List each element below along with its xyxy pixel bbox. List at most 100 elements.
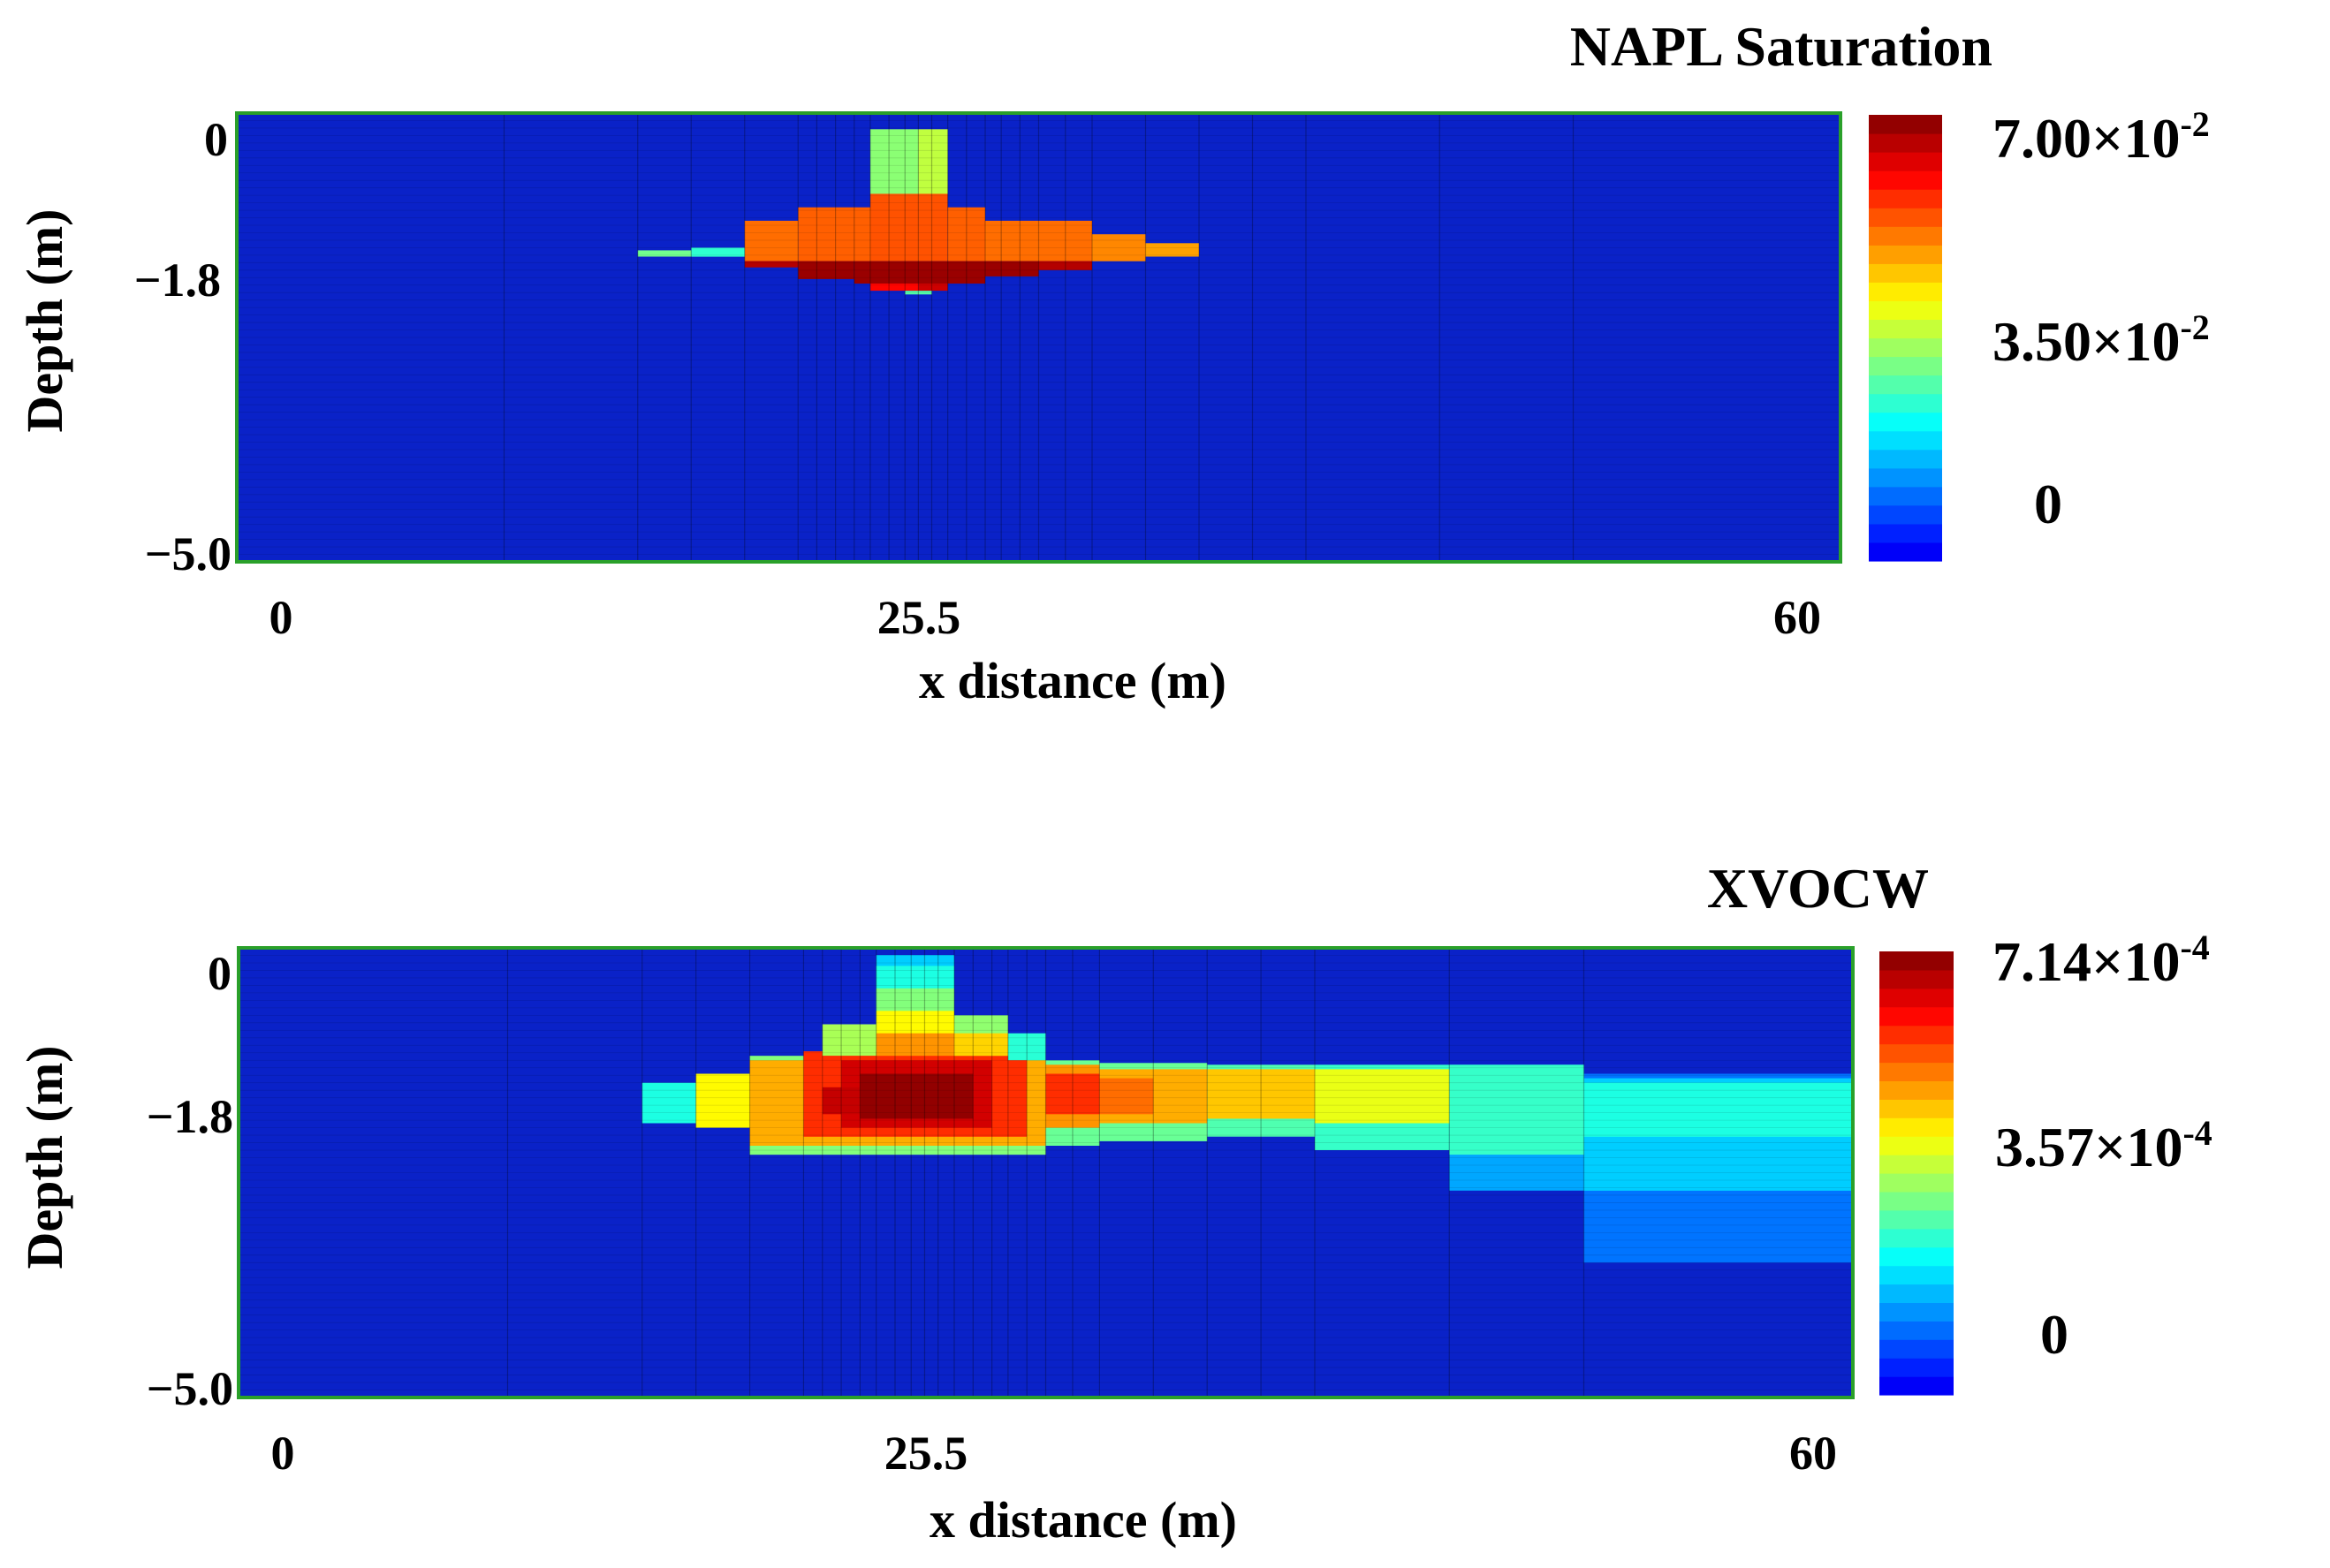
colorbar-band (1879, 988, 1954, 1008)
colorbar-band (1879, 1284, 1954, 1303)
colorbar: 7.14×10-4 3.57×10-4 0 (1879, 928, 2212, 1396)
heatmap-area (237, 946, 1855, 1399)
heatmap-cell (641, 1082, 696, 1124)
colorbar-band (1869, 133, 1942, 153)
heatmap-cell (798, 261, 854, 279)
colorbar-band (1879, 1099, 1954, 1118)
heatmap-cell (985, 220, 1092, 261)
colorbar-band (1869, 115, 1942, 134)
heatmap-cell (798, 207, 870, 261)
y-tick-label: 0 (208, 947, 231, 1000)
x-tick-label: 0 (269, 591, 293, 644)
colorbar-band (1879, 1117, 1954, 1137)
colorbar-band (1879, 1006, 1954, 1026)
colorbar-band (1869, 245, 1942, 264)
heatmap-cell (1207, 1069, 1315, 1119)
x-axis-label: x distance (m) (919, 652, 1226, 709)
colorbar-band (1869, 282, 1942, 301)
colorbar-band (1869, 486, 1942, 506)
x-tick-label: 25.5 (884, 1427, 968, 1480)
heatmap-cell (1145, 243, 1199, 257)
heatmap-cell (918, 284, 948, 292)
colorbar-band (1869, 300, 1942, 320)
colorbar-band (1879, 969, 1954, 989)
heatmap-cell (876, 1033, 954, 1057)
colorbar-band (1869, 542, 1942, 562)
heatmap-cell (822, 1087, 861, 1115)
heatmap-cell (1092, 234, 1146, 261)
colorbar-tick-label: 7.00×10-2 (1992, 104, 2210, 170)
colorbar-steps (1879, 951, 1954, 1396)
y-axis-label: Depth (m) (16, 209, 73, 433)
colorbar-band (1869, 430, 1942, 451)
colorbar-band (1869, 356, 1942, 376)
colorbar-band (1869, 375, 1942, 395)
heatmap-cell (744, 220, 799, 261)
heatmap-cell (691, 247, 745, 257)
y-tick-label: −1.8 (134, 254, 221, 307)
y-tick-label: −1.8 (147, 1090, 233, 1143)
colorbar-band (1879, 1155, 1954, 1174)
panel-xvocw: XVOCW 0 −1.8 −5.0 0 25.5 60 x distance (… (16, 857, 2212, 1549)
y-tick-label: −5.0 (145, 527, 231, 580)
colorbar-band (1869, 337, 1942, 358)
colorbar-band (1869, 523, 1942, 543)
x-tick-label: 25.5 (877, 591, 961, 644)
heatmap-cell (947, 207, 985, 261)
colorbar-band (1879, 1265, 1954, 1285)
colorbar-tick-label: 7.14×10-4 (1992, 928, 2210, 993)
colorbar-band (1879, 1376, 1954, 1396)
heatmap-cell (1449, 1064, 1584, 1155)
colorbar-band (1879, 1321, 1954, 1340)
colorbar-band (1879, 951, 1954, 971)
colorbar-band (1879, 1191, 1954, 1211)
colorbar-band (1879, 1228, 1954, 1248)
heatmap-cell (1583, 1082, 1853, 1137)
heatmap-cell (954, 1033, 1008, 1057)
colorbar-band (1869, 412, 1942, 432)
colorbar-band (1869, 504, 1942, 525)
colorbar-band (1869, 449, 1942, 469)
x-axis-label: x distance (m) (930, 1491, 1237, 1549)
heatmap-cell (985, 261, 1039, 276)
colorbar-tick-label: 3.50×10-2 (1992, 307, 2210, 373)
colorbar-band (1879, 1173, 1954, 1193)
colorbar-band (1879, 1358, 1954, 1377)
y-axis-ticks: 0 −1.8 −5.0 (134, 113, 231, 580)
x-tick-label: 60 (1773, 591, 1821, 644)
colorbar: 7.00×10-2 3.50×10-2 0 (1869, 104, 2210, 562)
heatmap-cell (860, 1073, 974, 1119)
colorbar-band (1869, 226, 1942, 246)
heatmap-cell (905, 291, 932, 295)
colorbar-band (1869, 208, 1942, 227)
colorbar-band (1869, 393, 1942, 413)
heatmap-cell (822, 1024, 877, 1057)
colorbar-band (1879, 1209, 1954, 1230)
colorbar-band (1879, 1025, 1954, 1045)
heatmap-cell (1099, 1078, 1154, 1115)
colorbar-tick-label: 0 (2040, 1303, 2068, 1366)
x-axis-ticks: 0 25.5 60 (271, 1427, 1838, 1480)
colorbar-band (1869, 467, 1942, 488)
mesh-gridlines (237, 113, 1840, 562)
colorbar-tick-label: 3.57×10-4 (1995, 1113, 2212, 1178)
colorbar-steps (1869, 115, 1942, 562)
colorbar-band (1879, 1339, 1954, 1359)
colorbar-band (1879, 1302, 1954, 1322)
heatmap-cell (1315, 1069, 1450, 1124)
heatmap-cell (854, 261, 985, 284)
colorbar-band (1869, 152, 1942, 171)
mesh-gridlines (239, 948, 1853, 1398)
heatmap-cells (641, 955, 1853, 1263)
colorbar-tick-label: 0 (2034, 473, 2062, 535)
heatmap-cell (918, 129, 948, 194)
panel-napl-saturation: NAPL Saturation 0 −1.8 −5.0 0 25.5 60 x … (16, 15, 2210, 709)
x-tick-label: 0 (271, 1427, 295, 1480)
plot-frame (235, 111, 1842, 564)
colorbar-band (1879, 1080, 1954, 1100)
heatmap-cell (1038, 261, 1092, 270)
colorbar-band (1869, 189, 1942, 208)
plot-frame (237, 946, 1855, 1399)
heatmap-cell (869, 129, 919, 194)
